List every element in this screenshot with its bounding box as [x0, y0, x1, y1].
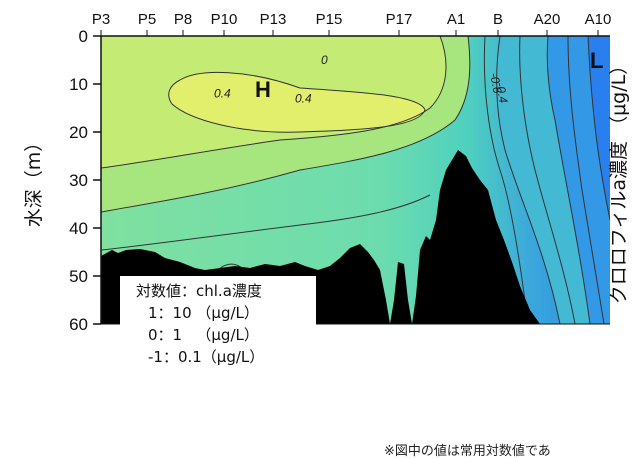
- low-marker: L: [590, 48, 603, 73]
- contour-line: [101, 36, 471, 213]
- contour-label: 0.4: [214, 87, 231, 101]
- colorbar-label: クロロフィルa濃度 （μg/L）: [608, 56, 630, 304]
- contour-line: [101, 194, 431, 251]
- station-label: A1: [447, 11, 465, 28]
- y-axis-label: 水深（m）: [23, 133, 45, 228]
- legend-title: 対数値：chl.a濃度: [136, 282, 262, 300]
- footnote: ※図中の値は常用対数値であ: [384, 444, 551, 459]
- legend-row: 1：10 （μg/L）: [148, 304, 259, 322]
- y-tick-label: 50: [69, 267, 88, 286]
- contour-line: [519, 36, 576, 324]
- contour-lines: [101, 36, 610, 324]
- station-label: B: [493, 11, 503, 28]
- high-marker: H: [255, 77, 271, 102]
- contour-label: 0: [321, 53, 328, 67]
- contour-line: [101, 36, 447, 169]
- contour-line: [483, 36, 529, 324]
- contour-line: [587, 36, 610, 221]
- station-label: P13: [260, 11, 287, 28]
- station-label: A20: [534, 11, 561, 28]
- y-tick-label: 40: [69, 219, 88, 238]
- contour-line: [546, 36, 591, 324]
- zone-low-3: [588, 36, 610, 220]
- contour-label: 0.4: [295, 91, 312, 105]
- contour-line: [567, 36, 605, 324]
- y-tick-label: 60: [69, 315, 88, 334]
- y-tick-label: 30: [69, 171, 88, 190]
- station-labels: P3 P5 P8 P10 P13 P15 P17 A1 B A20 A10: [92, 11, 612, 36]
- y-ticks: 0 10 20 30 40 50 60: [69, 27, 101, 334]
- contour-line: [168, 71, 426, 133]
- y-tick-label: 20: [69, 123, 88, 142]
- plot-field: [101, 36, 610, 324]
- y-tick-label: 10: [69, 75, 88, 94]
- legend-box: 対数値：chl.a濃度 1：10 （μg/L） 0：1 （μg/L） -1：0.…: [120, 276, 316, 379]
- contour-label: -0.6: [487, 72, 504, 95]
- contour-labels: 0 0.4 0.4 -0.6-0.4: [214, 53, 510, 105]
- contour-label: -0.4: [493, 81, 510, 104]
- legend-row: 0：1 （μg/L）: [148, 326, 259, 344]
- station-label: P8: [174, 11, 192, 28]
- hl-markers: HL: [255, 48, 603, 102]
- contour-line: [496, 36, 561, 324]
- y-tick-label: 0: [79, 27, 88, 46]
- station-label: P3: [92, 11, 110, 28]
- station-label: P17: [386, 11, 413, 28]
- station-label: P10: [211, 11, 238, 28]
- legend-row: -1：0.1（μg/L）: [148, 348, 265, 366]
- zone-0-4: [168, 72, 425, 133]
- station-label: P5: [138, 11, 156, 28]
- station-label: P15: [316, 11, 343, 28]
- station-label: A10: [585, 11, 612, 28]
